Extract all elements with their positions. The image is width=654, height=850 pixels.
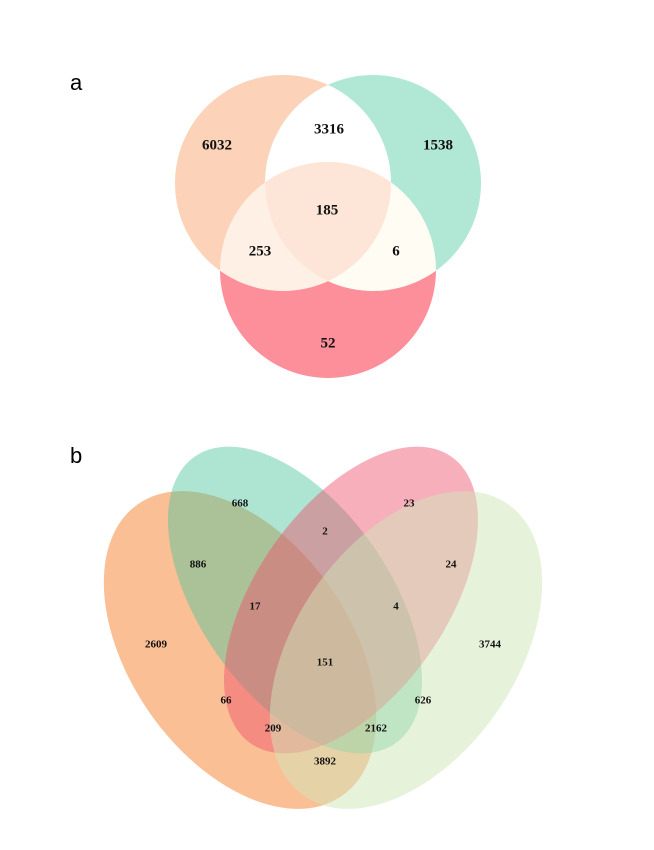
region-count: 3316 bbox=[314, 121, 345, 137]
region-count: 626 bbox=[415, 695, 432, 707]
region-count: 3892 bbox=[314, 756, 337, 768]
set-ellipse bbox=[269, 491, 543, 809]
intersection bbox=[265, 162, 391, 291]
panel-label: b bbox=[70, 443, 82, 468]
region-count: 2 bbox=[322, 526, 328, 538]
region-count: 17 bbox=[250, 601, 262, 613]
region-count: 52 bbox=[321, 335, 336, 351]
region-count: 23 bbox=[404, 498, 416, 510]
region-count: 668 bbox=[232, 498, 249, 510]
venn-b bbox=[103, 446, 543, 809]
region-count: 151 bbox=[317, 657, 334, 669]
panel-label: a bbox=[70, 70, 83, 95]
region-count: 6032 bbox=[202, 137, 232, 153]
region-count: 2609 bbox=[145, 639, 168, 651]
region-count: 253 bbox=[249, 243, 272, 259]
region-count: 4 bbox=[393, 601, 399, 613]
region-count: 1538 bbox=[423, 137, 453, 153]
region-count: 209 bbox=[265, 723, 282, 735]
region-count: 66 bbox=[221, 695, 233, 707]
labels: a 6032 3316 1538 185 253 6 52 b 668 23 2 886 24 17 4 260… bbox=[70, 70, 502, 768]
venn-a bbox=[175, 75, 481, 378]
region-count: 886 bbox=[190, 559, 207, 571]
region-count: 6 bbox=[392, 243, 400, 259]
region-count: 24 bbox=[446, 559, 458, 571]
region-count: 3744 bbox=[479, 639, 502, 651]
region-count: 2162 bbox=[365, 723, 388, 735]
region-count: 185 bbox=[316, 202, 339, 218]
